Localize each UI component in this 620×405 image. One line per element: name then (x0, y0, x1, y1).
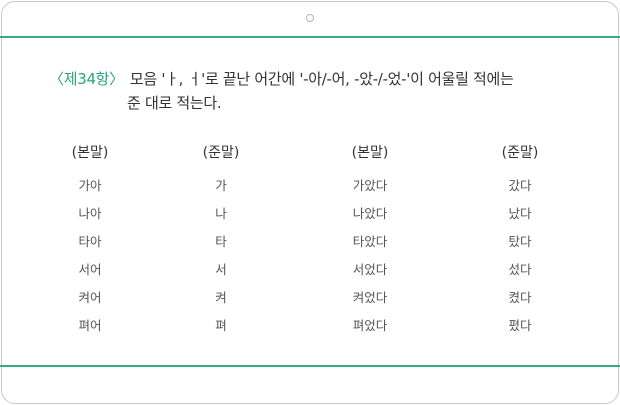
column-header: (본말) (351, 145, 389, 161)
table-cell: 서 (215, 262, 227, 277)
table-cell: 갔다 (508, 178, 532, 193)
table-cell: 펴어 (78, 318, 102, 333)
table-cell: 나아 (78, 206, 102, 221)
rule-text-line2: 준 대로 적는다. (127, 94, 222, 112)
table-cell: 켜었다 (352, 290, 388, 305)
column-original-2: (본말) 가았다 나았다 타았다 서었다 켜었다 펴었다 (333, 142, 407, 345)
column-contracted-2: (준말) 갔다 났다 탔다 섰다 켰다 폈다 (485, 142, 555, 345)
table-cell: 켰다 (508, 290, 532, 305)
column-contracted-1: (준말) 가 나 타 서 켜 펴 (186, 142, 256, 345)
table-cell: 켜 (215, 290, 227, 305)
table-cell: 가 (215, 178, 227, 193)
table-cell: 가았다 (352, 178, 388, 193)
table-cell: 서었다 (352, 262, 388, 277)
rule-statement: 〈제34항〉 모음 'ㅏ, ㅓ'로 끝난 어간에 '-아/-어, -았-/-었-'… (49, 67, 589, 115)
table-cell: 타 (215, 234, 227, 249)
table-cell: 펴 (215, 318, 227, 333)
rule-text-line1: 모음 'ㅏ, ㅓ'로 끝난 어간에 '-아/-어, -았-/-었-'이 어울릴 … (129, 70, 514, 88)
table-cell: 펴었다 (352, 318, 388, 333)
table-cell: 서어 (78, 262, 102, 277)
clause-number: 〈제34항〉 (49, 70, 124, 88)
bottom-divider (0, 365, 620, 367)
table-cell: 섰다 (508, 262, 532, 277)
table-cell: 타았다 (352, 234, 388, 249)
table-cell: 나 (215, 206, 227, 221)
column-header: (준말) (202, 145, 240, 161)
table-cell: 났다 (508, 206, 532, 221)
table-cell: 탔다 (508, 234, 532, 249)
column-header: (본말) (71, 145, 109, 161)
table-cell: 켜어 (78, 290, 102, 305)
column-original-1: (본말) 가아 나아 타아 서어 켜어 펴어 (55, 142, 125, 345)
table-cell: 나았다 (352, 206, 388, 221)
top-divider (0, 36, 620, 38)
table-cell: 폈다 (508, 318, 532, 333)
table-cell: 가아 (78, 178, 102, 193)
column-header: (준말) (501, 145, 539, 161)
camera-icon (306, 14, 314, 22)
table-cell: 타아 (78, 234, 102, 249)
